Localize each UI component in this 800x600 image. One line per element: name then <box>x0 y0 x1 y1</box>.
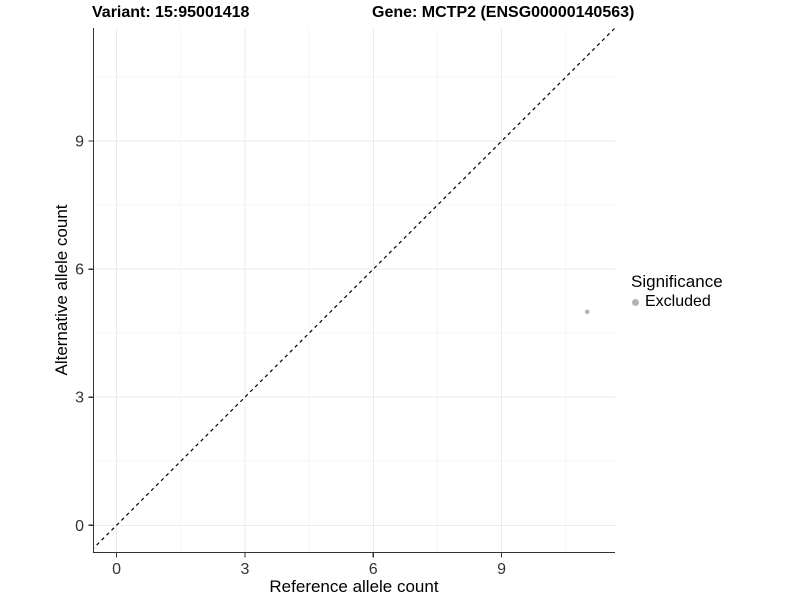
x-tick-label: 3 <box>240 561 249 578</box>
legend-title: Significance <box>631 272 723 291</box>
gene-title: Gene: MCTP2 (ENSG00000140563) <box>372 4 635 21</box>
chart-canvas: 0 3 6 9 0 3 6 9 <box>75 28 615 578</box>
y-tick-label: 6 <box>75 262 84 279</box>
identity-line <box>93 28 615 550</box>
variant-title: Variant: 15:95001418 <box>92 4 250 21</box>
data-point <box>584 309 590 315</box>
y-tick-label: 0 <box>75 518 84 535</box>
y-tick-label: 3 <box>75 390 84 407</box>
x-tick-label: 9 <box>497 561 506 578</box>
legend-item-label: Excluded <box>645 293 711 310</box>
legend: Significance Excluded <box>631 272 723 311</box>
x-axis-title: Reference allele count <box>269 577 439 596</box>
x-tick-label: 6 <box>369 561 378 578</box>
y-axis-title: Alternative allele count <box>52 204 71 376</box>
excluded-point-icon <box>632 298 639 306</box>
legend-item-excluded: Excluded <box>631 293 723 311</box>
plot-panel: 0 3 6 9 0 3 6 9 <box>75 28 615 578</box>
x-tick-label: 0 <box>112 561 121 578</box>
y-tick-label: 9 <box>75 134 84 151</box>
